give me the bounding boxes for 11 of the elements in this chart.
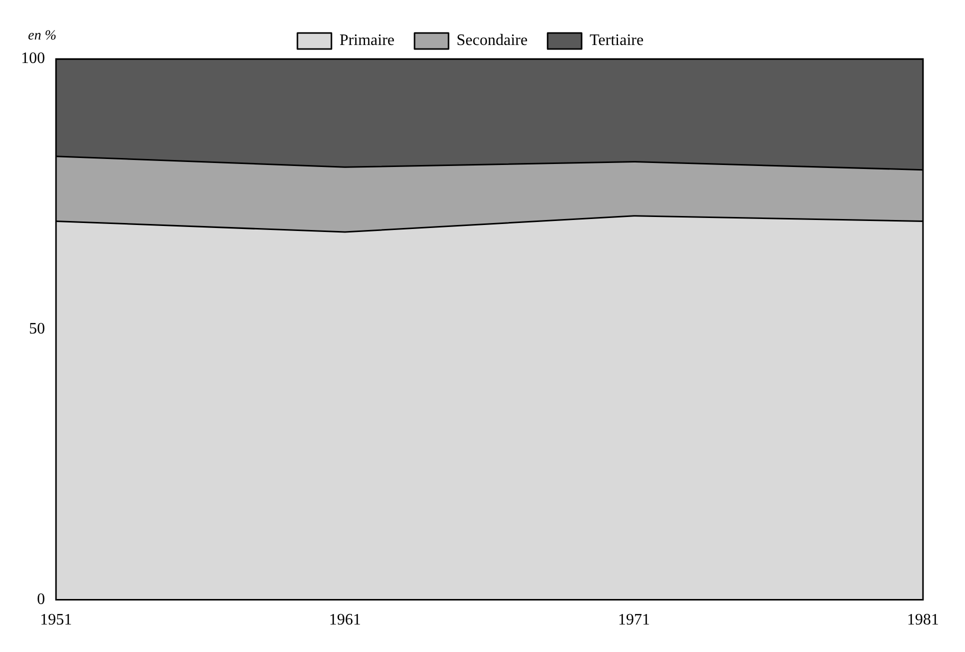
y-tick-label: 0 xyxy=(37,591,45,608)
x-tick-label: 1971 xyxy=(618,612,650,629)
x-tick-label: 1961 xyxy=(329,612,361,629)
legend-label: Primaire xyxy=(339,32,395,50)
y-tick-label: 100 xyxy=(21,50,45,68)
legend-label: Tertiaire xyxy=(590,32,644,50)
x-tick-label: 1981 xyxy=(907,612,939,629)
legend-label: Secondaire xyxy=(456,32,528,50)
x-tick-label: 1951 xyxy=(40,612,72,629)
y-tick-label: 50 xyxy=(29,320,45,338)
y-axis-title: en % xyxy=(28,28,56,44)
